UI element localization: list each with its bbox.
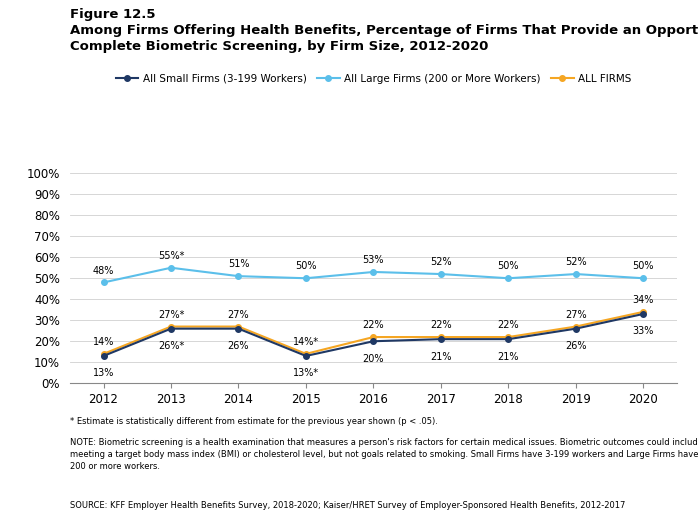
Text: 21%: 21%	[430, 352, 452, 362]
Text: 51%: 51%	[228, 259, 249, 269]
Text: 34%: 34%	[632, 295, 654, 305]
Text: * Estimate is statistically different from estimate for the previous year shown : * Estimate is statistically different fr…	[70, 417, 438, 426]
Text: 26%: 26%	[228, 341, 249, 351]
Text: 22%: 22%	[430, 320, 452, 330]
Text: 53%: 53%	[363, 255, 384, 265]
Text: 27%*: 27%*	[158, 310, 184, 320]
Text: 22%: 22%	[363, 320, 384, 330]
Text: 26%: 26%	[565, 341, 586, 351]
Text: 50%: 50%	[498, 261, 519, 271]
Text: 52%: 52%	[565, 257, 586, 267]
Text: 48%: 48%	[93, 266, 114, 276]
Text: 13%: 13%	[93, 369, 114, 379]
Text: 27%: 27%	[228, 310, 249, 320]
Text: Among Firms Offering Health Benefits, Percentage of Firms That Provide an Opport: Among Firms Offering Health Benefits, Pe…	[70, 24, 698, 53]
Text: 50%: 50%	[632, 261, 654, 271]
Text: SOURCE: KFF Employer Health Benefits Survey, 2018-2020; Kaiser/HRET Survey of Em: SOURCE: KFF Employer Health Benefits Sur…	[70, 501, 625, 510]
Text: 33%: 33%	[632, 327, 654, 337]
Text: 21%: 21%	[498, 352, 519, 362]
Text: 20%: 20%	[363, 354, 384, 364]
Text: 55%*: 55%*	[158, 251, 184, 261]
Text: 22%: 22%	[498, 320, 519, 330]
Text: 50%: 50%	[295, 261, 317, 271]
Text: 14%: 14%	[93, 337, 114, 347]
Text: Figure 12.5: Figure 12.5	[70, 8, 155, 21]
Text: 52%: 52%	[430, 257, 452, 267]
Legend: All Small Firms (3-199 Workers), All Large Firms (200 or More Workers), ALL FIRM: All Small Firms (3-199 Workers), All Lar…	[112, 70, 635, 88]
Text: 14%*: 14%*	[293, 337, 319, 347]
Text: NOTE: Biometric screening is a health examination that measures a person's risk : NOTE: Biometric screening is a health ex…	[70, 438, 698, 471]
Text: 13%*: 13%*	[293, 369, 319, 379]
Text: 26%*: 26%*	[158, 341, 184, 351]
Text: 27%: 27%	[565, 310, 586, 320]
